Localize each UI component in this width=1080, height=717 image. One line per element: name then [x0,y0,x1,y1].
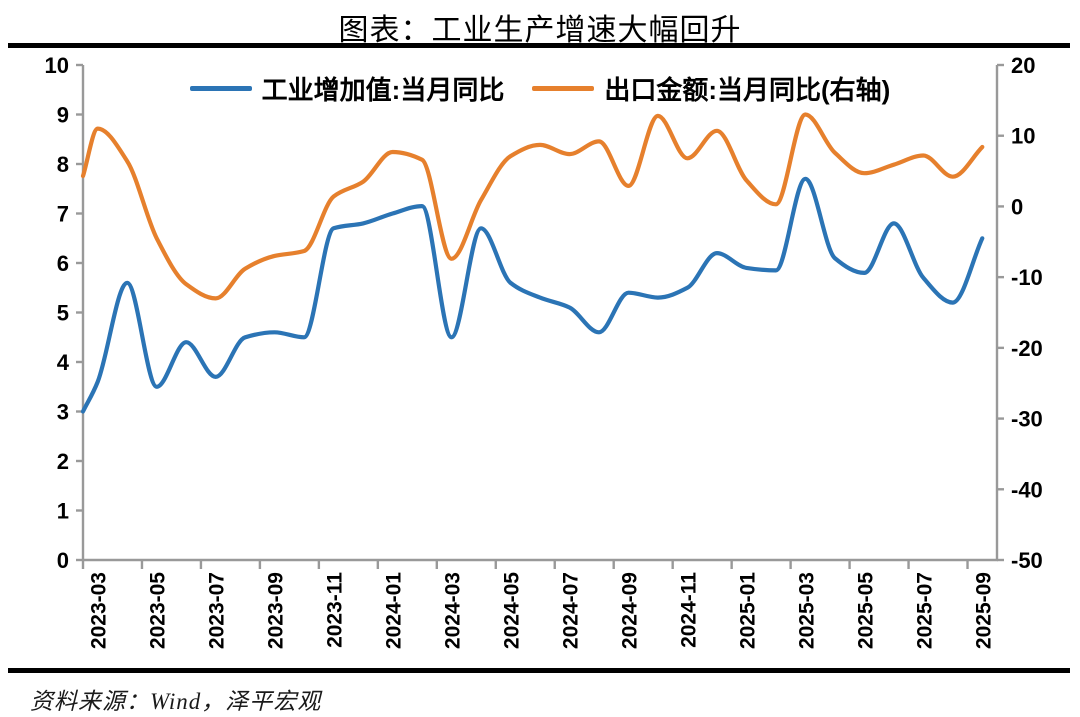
legend-label-industrial: 工业增加值:当月同比 [261,74,505,105]
right-axis-tick-label: -10 [1011,265,1043,290]
x-axis-tick-label: 2024-03 [442,572,465,649]
right-axis-tick-label: 20 [1011,53,1035,78]
right-axis-tick-label: -50 [1011,548,1043,573]
export-value-line [80,112,985,301]
industrial-output-line [80,176,985,414]
x-axis-tick-label: 2024-11 [677,572,700,648]
left-axis-tick-label: 2 [57,449,69,474]
x-axis-tick-label: 2023-07 [206,572,229,649]
x-axis-tick-label: 2023-09 [265,572,288,649]
left-axis-tick-label: 6 [57,251,69,276]
legend-label-export: 出口金额:当月同比(右轴) [604,74,891,105]
left-axis-tick-label: 8 [57,152,69,177]
right-axis-tick-label: -20 [1011,336,1043,361]
x-axis-tick-label: 2024-07 [559,572,582,649]
x-axis-tick-label: 2023-05 [147,572,170,649]
legend-item-export[interactable]: 出口金额:当月同比(右轴) [532,70,890,107]
legend: 工业增加值:当月同比 出口金额:当月同比(右轴) [0,70,1080,106]
left-axis-tick-label: 9 [57,103,69,128]
right-axis-tick-label: -30 [1011,407,1043,432]
industrial-line-swatch [189,85,252,91]
left-axis-tick-label: 7 [57,202,69,227]
chart-title: 图表：工业生产增速大幅回升 [338,14,742,47]
source-note: 资料来源：Wind，泽平宏观 [30,689,322,714]
bottom-divider-line [8,668,1070,673]
left-axis-tick-label: 0 [57,548,69,573]
right-axis-tick-label: 10 [1011,124,1035,149]
x-axis-tick-label: 2025-05 [854,572,877,649]
left-axis-tick-label: 5 [57,301,69,326]
x-axis-tick-label: 2023-11 [324,572,347,648]
x-axis-tick-label: 2025-07 [913,572,936,649]
x-axis-tick-label: 2025-03 [795,572,818,649]
x-axis-tick-label: 2025-09 [972,572,995,649]
left-axis-tick-label: 10 [45,53,69,78]
export-line-swatch [532,85,595,91]
line-chart-plot-area: 0 1 2 3 4 5 6 7 8 9 10 -50 -40 -30 -20 -10 0 10 20 2023-03 2… [45,53,1043,649]
left-axis-tick-label: 4 [57,350,70,375]
legend-item-industrial[interactable]: 工业增加值:当月同比 [189,70,505,107]
x-axis-tick-label: 2024-05 [501,572,524,649]
x-axis-tick-label: 2023-03 [88,572,111,649]
left-axis-tick-label: 3 [57,400,69,425]
x-axis-tick-label: 2024-09 [618,572,641,649]
right-axis-tick-label: -40 [1011,477,1043,502]
left-axis-tick-label: 1 [57,499,69,524]
x-axis-tick-label: 2024-01 [383,572,406,649]
x-axis-tick-label: 2025-01 [736,572,759,649]
top-divider-line [8,43,1070,48]
right-axis-tick-label: 0 [1011,194,1023,219]
